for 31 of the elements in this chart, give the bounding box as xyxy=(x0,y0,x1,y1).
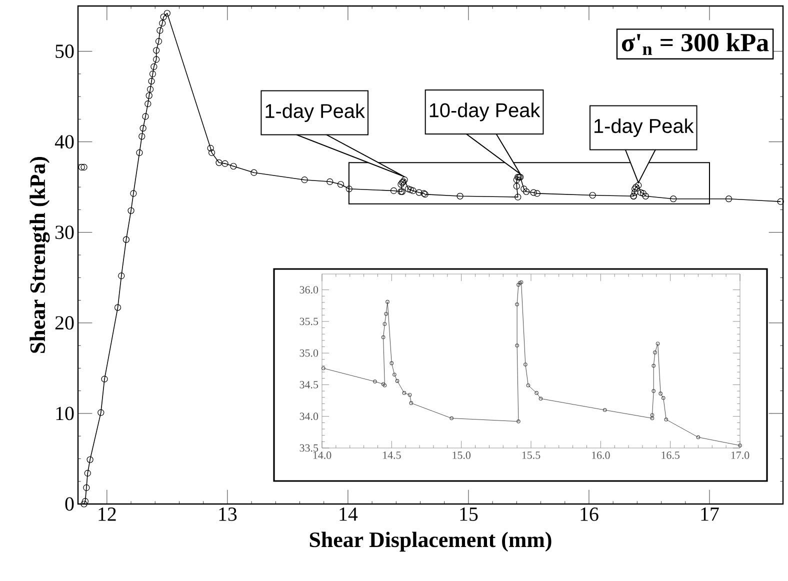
x-tick-label: 15.0 xyxy=(452,452,471,459)
y-tick-label: 0 xyxy=(65,497,74,511)
y-tick-label: 30 xyxy=(56,226,74,240)
y-tick-label: 35.5 xyxy=(300,318,318,326)
y-tick-label: 35.0 xyxy=(300,349,318,357)
x-tick-label: 16.0 xyxy=(592,452,610,459)
y-axis-title: Shear Strength (kPa) xyxy=(30,156,50,353)
x-tick-label: 15.5 xyxy=(522,452,540,459)
x-tick-label: 14.0 xyxy=(313,452,332,459)
x-tick-label: 14 xyxy=(340,508,358,521)
y-tick-label: 34.5 xyxy=(300,381,318,388)
y-tick-label: 50 xyxy=(56,44,74,58)
annotation: 1-day Peak xyxy=(266,103,365,122)
y-tick-label: 10 xyxy=(56,406,74,420)
x-tick-label: 17 xyxy=(701,508,719,521)
y-tick-label: 40 xyxy=(54,135,74,149)
y-tick-label: 33.5 xyxy=(300,444,318,452)
x-tick-label: 16.5 xyxy=(662,452,680,459)
y-tick-label: 20 xyxy=(55,316,74,330)
x-axis-title: Shear Displacement (mm) xyxy=(310,532,552,552)
x-tick-label: 17.0 xyxy=(731,452,750,459)
y-tick-label: 36.0 xyxy=(300,286,318,294)
x-tick-label: 15 xyxy=(460,508,478,521)
text: σ'$_{n}$ = 300 kPa xyxy=(622,33,769,55)
annotation: 1-day Peak xyxy=(594,118,694,138)
x-tick-label: 13 xyxy=(219,508,237,521)
y-tick-label: 34.0 xyxy=(300,412,318,420)
x-tick-label: 16 xyxy=(580,508,598,521)
x-tick-label: 12 xyxy=(98,508,116,521)
x-tick-label: 14.5 xyxy=(383,452,401,459)
annotation: 10-day Peak xyxy=(430,102,540,122)
